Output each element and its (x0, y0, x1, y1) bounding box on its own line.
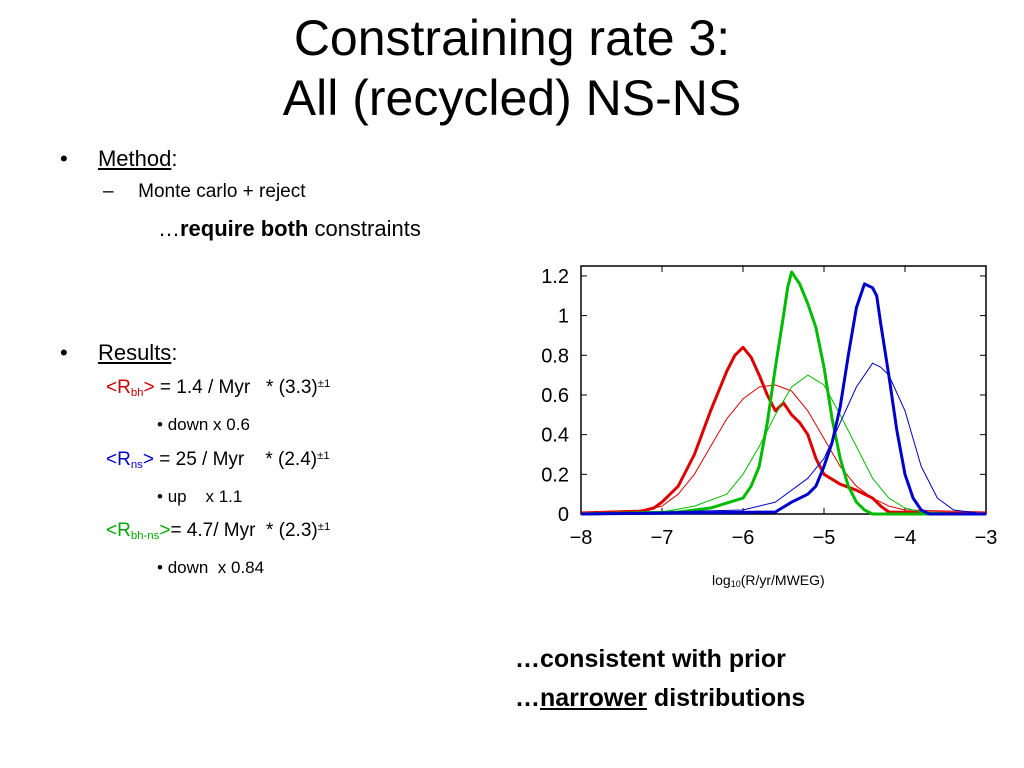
slide-title: Constraining rate 3: All (recycled) NS-N… (0, 8, 1024, 128)
rate-distribution-chart: −8 −7 −6 −5 −4 −3 0 0.2 0.4 0.6 0.8 1 1.2 (520, 250, 1000, 560)
method-label: Method (97, 146, 172, 171)
conclusion-line-1: …consistent with prior (515, 645, 786, 673)
y-tick-label: 1.2 (541, 266, 569, 288)
bullet-icon: • (157, 558, 163, 577)
plot-frame (580, 265, 987, 515)
result-row-ns: <Rns> = 25 / Myr * (2.4)±1 (106, 449, 330, 471)
conclusion-prefix: … (515, 684, 540, 712)
results-label: Results (97, 340, 172, 365)
note-text: down x 0.84 (167, 558, 265, 577)
rate-value-bh-ns: = 4.7/ Myr * (2.3) (170, 520, 318, 541)
rate-value-ns: = 25 / Myr * (2.4) (153, 449, 318, 470)
plus-minus: ± (317, 521, 324, 533)
result-row-bh: <Rbh> = 1.4 / Myr * (3.3)±1 (106, 377, 330, 399)
dash-icon: – (103, 181, 114, 202)
exponent: 1 (324, 521, 331, 533)
conclusion-underlined: narrower (540, 684, 647, 712)
rate-symbol-bh: <Rbh> (106, 377, 155, 399)
plus-minus: ± (317, 378, 325, 390)
result-row-bh-ns: <Rbh-ns>= 4.7/ Myr * (2.3)±1 (106, 520, 330, 542)
y-tick-label: 0.4 (541, 425, 569, 447)
method-item-1: – Monte carlo + reject (103, 181, 306, 203)
results-heading: • Results: (60, 340, 177, 366)
results-colon: : (171, 340, 178, 365)
bullet-icon: • (157, 487, 163, 506)
title-line-2: All (recycled) NS-NS (282, 70, 742, 126)
series-line-3 (580, 270, 986, 516)
result-note-bh: • down x 0.6 (157, 415, 250, 435)
bullet-icon: • (157, 415, 163, 434)
x-tick-label: −3 (975, 527, 998, 549)
title-line-1: Constraining rate 3: (293, 10, 731, 66)
exponent: 1 (323, 450, 330, 462)
conclusion-rest: distributions (646, 684, 806, 712)
x-tick-label: −5 (813, 527, 836, 549)
result-note-bh-ns: • down x 0.84 (157, 558, 264, 578)
method-item-2-prefix: … (158, 216, 180, 241)
conclusion-line-2: …narrower distributions (515, 684, 805, 713)
y-tick-label: 0 (558, 504, 569, 526)
exponent: 1 (324, 378, 331, 390)
chart-svg: −8 −7 −6 −5 −4 −3 0 0.2 0.4 0.6 0.8 1 1.2 (541, 265, 998, 549)
series-line-5 (580, 282, 986, 516)
y-tick-label: 0.8 (541, 345, 569, 367)
y-tick-label: 0.2 (541, 464, 569, 486)
rate-symbol-bh-ns: <Rbh-ns> (106, 520, 171, 542)
plus-minus: ± (317, 450, 324, 462)
x-tick-label: −6 (732, 527, 755, 549)
result-note-ns: • up x 1.1 (157, 487, 242, 507)
rate-symbol-ns: <Rns> (106, 449, 154, 471)
method-item-2-bold: require both (180, 216, 309, 241)
bullet-icon: • (60, 340, 68, 365)
x-tick-label: −8 (570, 527, 593, 549)
method-item-2: …require both constraints (158, 216, 421, 242)
series-line-4 (580, 362, 987, 515)
series-line-2 (580, 374, 987, 515)
y-tick-label: 0.6 (541, 385, 569, 407)
bullet-icon: • (60, 146, 68, 171)
method-colon: : (171, 146, 178, 171)
rate-value-bh: = 1.4 / Myr * (3.3) (154, 377, 318, 398)
x-tick-label: −4 (894, 527, 917, 549)
method-item-1-text: Monte carlo + reject (138, 181, 306, 202)
note-text: down x 0.6 (167, 415, 250, 434)
method-item-2-rest: constraints (308, 216, 421, 241)
x-axis-label: log10(R/yr/MWEG) (712, 572, 825, 589)
x-tick-label: −7 (651, 527, 674, 549)
method-heading: • Method: (60, 146, 177, 172)
note-text: up x 1.1 (167, 487, 243, 506)
y-tick-label: 1 (558, 306, 569, 328)
series-line-1 (580, 345, 987, 516)
